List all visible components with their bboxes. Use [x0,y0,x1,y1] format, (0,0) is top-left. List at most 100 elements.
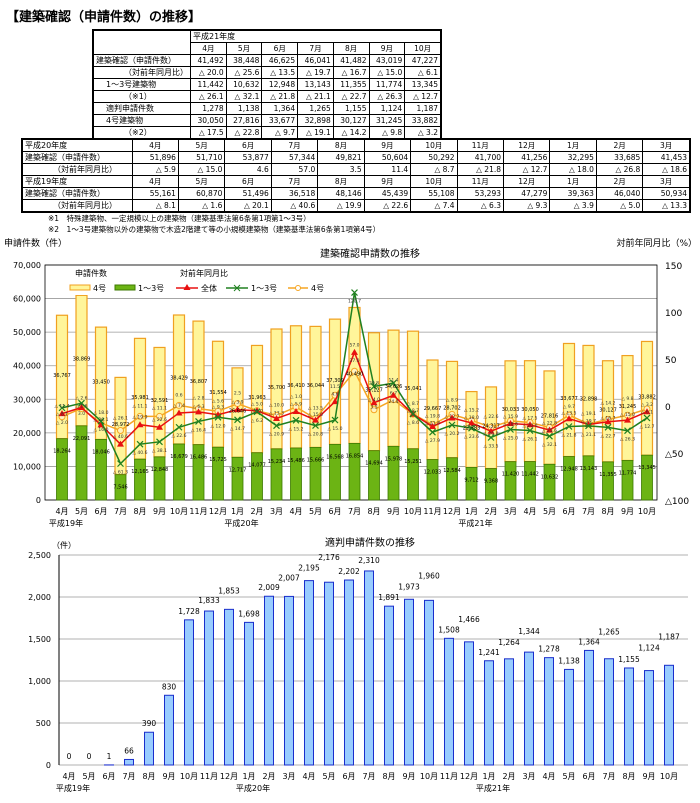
year-label: 平成19年 [56,783,90,793]
pct-label: △ 13.3 [269,411,284,417]
bar-1-3go-label: 15,234 [268,459,286,465]
x-tick-label: 9月 [153,507,166,516]
marker-x-icon [624,427,631,435]
x-tick-label: 9月 [162,772,175,781]
x-tick-label: 7月 [122,772,135,781]
bar-label: 1,891 [378,593,400,602]
x-tick-label: 11月 [189,507,207,516]
cell: 53,293 [456,187,505,200]
pct-label: △ 15.2 [289,426,304,432]
bar-label: 1,698 [238,609,260,618]
pct-label: △ 26.1 [113,416,128,422]
pct-label: △ 21.1 [581,432,596,438]
pct-label: △ 22.6 [484,414,499,420]
legend-bg [63,267,328,295]
x-tick-label: 4月 [289,507,302,516]
bar-4go-label: 24,317 [482,424,500,430]
pct-label: △ 2.8 [192,396,204,402]
bar-4go-label: 33,882 [638,394,656,400]
pct-label: 11.4 [388,377,398,383]
legend-group1: 申請件数 [75,268,107,278]
cell: △ 13.3 [642,199,691,213]
year-label: 平成20年 [224,518,258,528]
marker-x-icon [507,426,514,433]
marker-triangle-icon [507,419,514,426]
bar-4go-label: 31,554 [209,390,227,396]
pct-label: △ 20.9 [269,432,284,438]
marker-x-icon [234,416,241,424]
pct-label: △ 15.0 [308,412,323,418]
y-axis-label: 申請件数（件） [4,237,67,249]
marker-x-icon [429,428,436,436]
legend-item: 4号 [311,284,324,293]
x-icon [233,284,241,292]
pct-label: △ 6.3 [192,404,204,410]
row-label: 建築確認（申請件数） [21,187,133,200]
x-tick-label: 4月 [302,772,315,781]
cell: △ 5.0 [595,199,644,213]
bar-1-3go [407,448,419,501]
cell: △ 20.1 [224,199,272,213]
marker-circle-icon [351,367,358,375]
bar-label: 1,278 [538,645,560,654]
bar-label: 0 [67,752,72,761]
y-tick-label: 70,000 [13,261,41,270]
pct-label: △ 16.0 [94,427,109,433]
bar-label: 1,508 [438,625,460,634]
x-tick-label: 4月 [62,772,75,781]
marker-triangle-icon [526,421,534,428]
bar-1-3go-label: 13,143 [580,466,598,472]
x-tick-label: 6月 [102,772,115,781]
x-tick-label: 5月 [309,507,322,516]
pct-label: △ 11.1 [133,403,148,409]
row-label: （対前年同月比） [21,199,133,213]
bar-1-3go-label: 11,420 [502,472,520,478]
pct-label: △ 14.7 [230,426,245,432]
cell: 41,453 [642,151,691,164]
bar-tekihan [364,570,374,766]
legend-item: 1～3号 [138,284,164,293]
bar-1-3go [192,444,205,501]
bar-label: 1,155 [618,655,640,664]
y-tick-label: 50,000 [13,328,41,337]
y-tick-label: 2,500 [28,551,51,560]
bar-1-3go [329,443,341,501]
bar-1-3go-label: 18,264 [53,449,71,455]
bar-1-3go-label: 12,165 [131,469,149,475]
x-tick-label: 6月 [328,507,341,516]
bar-4go-label: 38,869 [73,357,91,363]
bar-tekihan [124,758,134,766]
marker-x-icon [312,422,319,429]
pct-label: △ 18.0 [94,410,109,416]
x-tick-label: 9月 [642,772,655,781]
x-tick-label: 5月 [322,772,335,781]
x-tick-label: 12月 [460,772,478,781]
bar-1-3go-label: 22,091 [73,436,91,442]
circle-icon [295,285,301,291]
bar-tekihan [224,608,234,766]
pct-label: △ 21.8 [425,420,440,426]
pct-label: 11.5 [330,384,340,390]
bar-4go-label: 36,767 [53,373,71,379]
marker-x-icon [409,410,417,418]
x-tick-label: 3月 [282,772,295,781]
cell: 47,227 [404,54,442,67]
y2-tick-label: 100 [665,309,682,319]
pct-label: 120.7 [348,299,361,305]
y2-tick-label: △100 [665,497,689,507]
marker-circle-icon [175,401,183,409]
pct-label: 57.0 [349,342,359,348]
bar-1-3go-label: 15,978 [385,456,403,462]
bar-4go-label: 36,807 [190,379,208,385]
y-tick-label: 2,000 [28,593,51,602]
bar-4go-label: 30,033 [502,407,520,413]
bar-label: 1,344 [518,627,540,636]
bar-1-3go-label: 16,679 [170,454,188,460]
bar-4go-label: 35,700 [268,385,286,391]
bar-4go-label: 35,981 [131,395,149,401]
pct-label: △ 21.8 [562,432,577,438]
bar-1-3go [621,460,634,501]
pct-label: △ 18.0 [464,415,479,421]
bar-4go-label: 35,127 [365,388,383,394]
bar-label: 830 [162,682,177,691]
